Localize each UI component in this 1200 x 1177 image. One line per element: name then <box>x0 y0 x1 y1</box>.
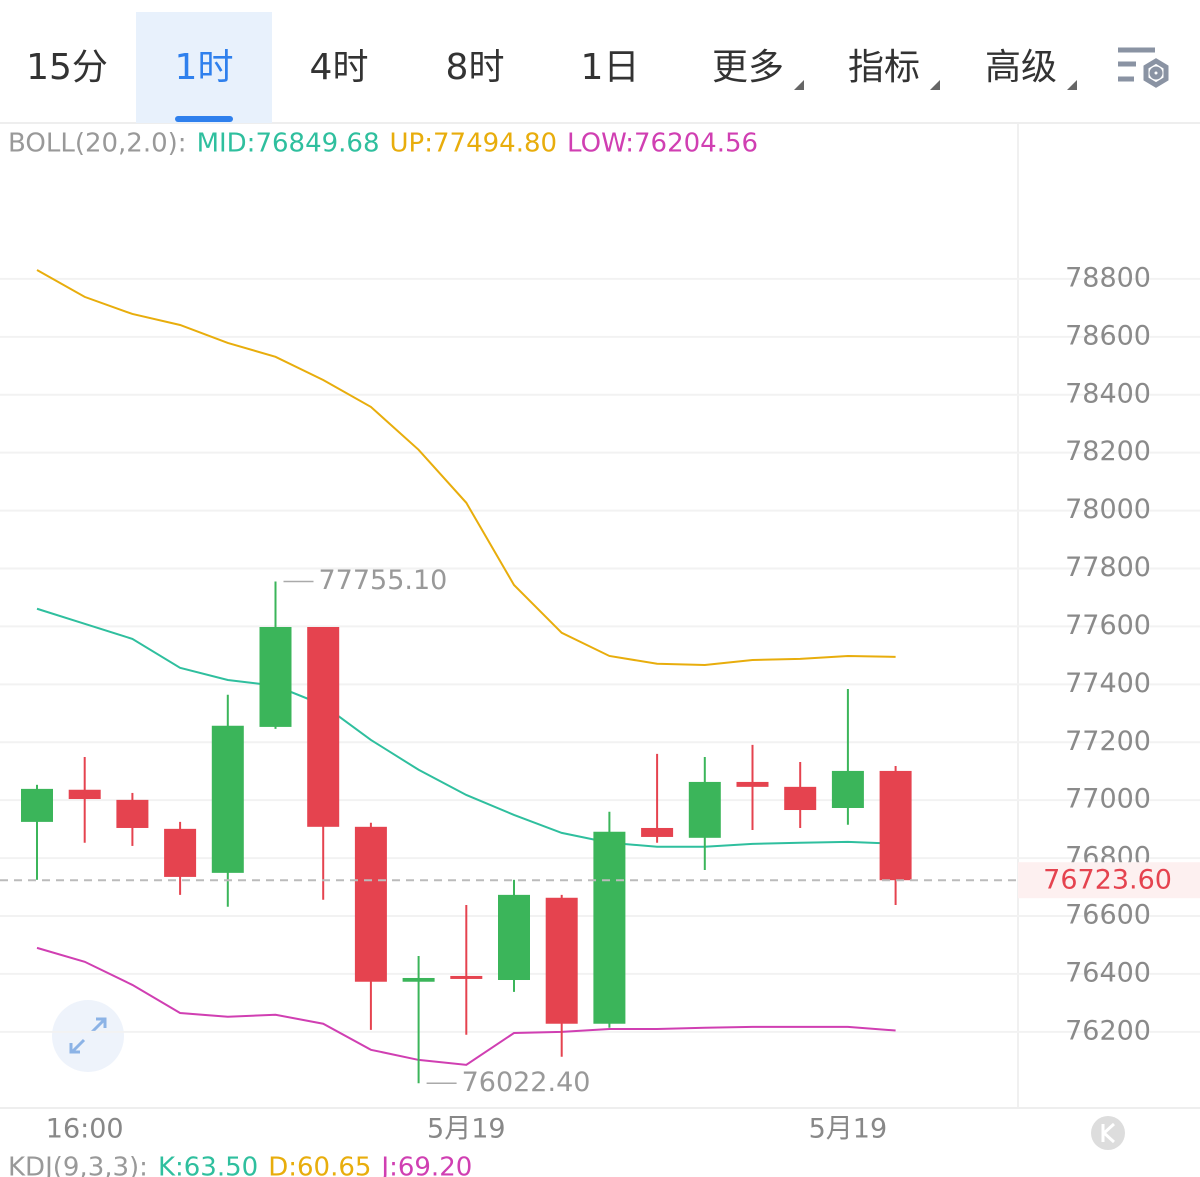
active-tab-bg <box>136 12 272 123</box>
kdj-label: KDJ(9,3,3): <box>8 1153 148 1177</box>
y-tick-label: 76200 <box>1065 1015 1151 1046</box>
y-tick-label: 76400 <box>1065 957 1151 988</box>
expand-button[interactable] <box>52 1000 124 1072</box>
last-price-tag <box>1018 862 1200 899</box>
kdj-value: D:60.65 <box>268 1153 371 1177</box>
candle-body <box>641 827 674 837</box>
y-tick-label: 77400 <box>1065 668 1151 699</box>
boll-line <box>36 607 896 848</box>
candle-body <box>593 831 626 1024</box>
y-tick-label: 77600 <box>1065 610 1151 641</box>
kdj-value: J:69.20 <box>379 1153 472 1177</box>
boll-line <box>36 946 896 1066</box>
annotation: 76022.40 <box>462 1067 591 1098</box>
y-tick-label: 78800 <box>1065 262 1151 293</box>
tab[interactable]: 15分 <box>26 47 108 88</box>
candle-body <box>21 788 53 822</box>
tab[interactable]: 指标 <box>848 47 920 88</box>
y-tick-label: 78400 <box>1065 378 1151 409</box>
annotation: 77755.10 <box>319 565 448 596</box>
x-tick-label: 16:00 <box>46 1114 124 1145</box>
candle-body <box>498 894 530 981</box>
y-tick-label: 78200 <box>1065 436 1151 467</box>
legend-entry: MID:76849.68 <box>197 129 380 159</box>
candle-body <box>68 789 101 800</box>
tab[interactable]: 4时 <box>310 47 369 88</box>
tab[interactable]: 更多 <box>712 47 784 88</box>
candle-body <box>736 781 769 787</box>
settings-icon[interactable] <box>1118 47 1169 88</box>
kdj-value: K:63.50 <box>158 1153 258 1177</box>
candle-body <box>307 627 340 827</box>
dropdown-arrow <box>1067 80 1077 90</box>
y-tick-label: 78000 <box>1065 494 1151 525</box>
k-button[interactable] <box>1091 1116 1125 1150</box>
y-tick-label: 77000 <box>1065 784 1151 815</box>
dropdown-arrow <box>794 80 804 90</box>
legend-entry: LOW:76204.56 <box>567 129 758 159</box>
y-tick-label: 78600 <box>1065 320 1151 351</box>
candle-body <box>784 786 817 811</box>
candle-body <box>879 770 912 881</box>
candle-body <box>688 781 721 838</box>
indicator-label: BOLL(20,2.0): <box>8 129 187 159</box>
y-tick-label: 77200 <box>1065 726 1151 757</box>
boll-line <box>36 269 896 666</box>
candle-body <box>450 975 483 979</box>
candle-body <box>354 826 387 982</box>
y-tick-label: 76600 <box>1065 900 1151 931</box>
candle-body <box>545 897 578 1024</box>
candle-body <box>259 627 292 727</box>
candle-body <box>211 725 244 873</box>
candle-body <box>164 828 197 877</box>
tab[interactable]: 8时 <box>446 47 505 88</box>
candle-body <box>831 770 864 808</box>
x-tick-label: 5月19 <box>427 1114 506 1145</box>
dropdown-arrow <box>930 80 940 90</box>
tab[interactable]: 高级 <box>985 47 1057 88</box>
x-tick-label: 5月19 <box>809 1114 888 1145</box>
active-tab-underline <box>175 116 233 122</box>
tab[interactable]: 1时 <box>175 47 234 88</box>
last-price-label: 76723.60 <box>1043 865 1172 896</box>
y-tick-label: 77800 <box>1065 552 1151 583</box>
tab[interactable]: 1日 <box>581 47 640 88</box>
candle-body <box>116 799 149 828</box>
legend-entry: UP:77494.80 <box>390 129 558 159</box>
candle-body <box>402 977 435 982</box>
